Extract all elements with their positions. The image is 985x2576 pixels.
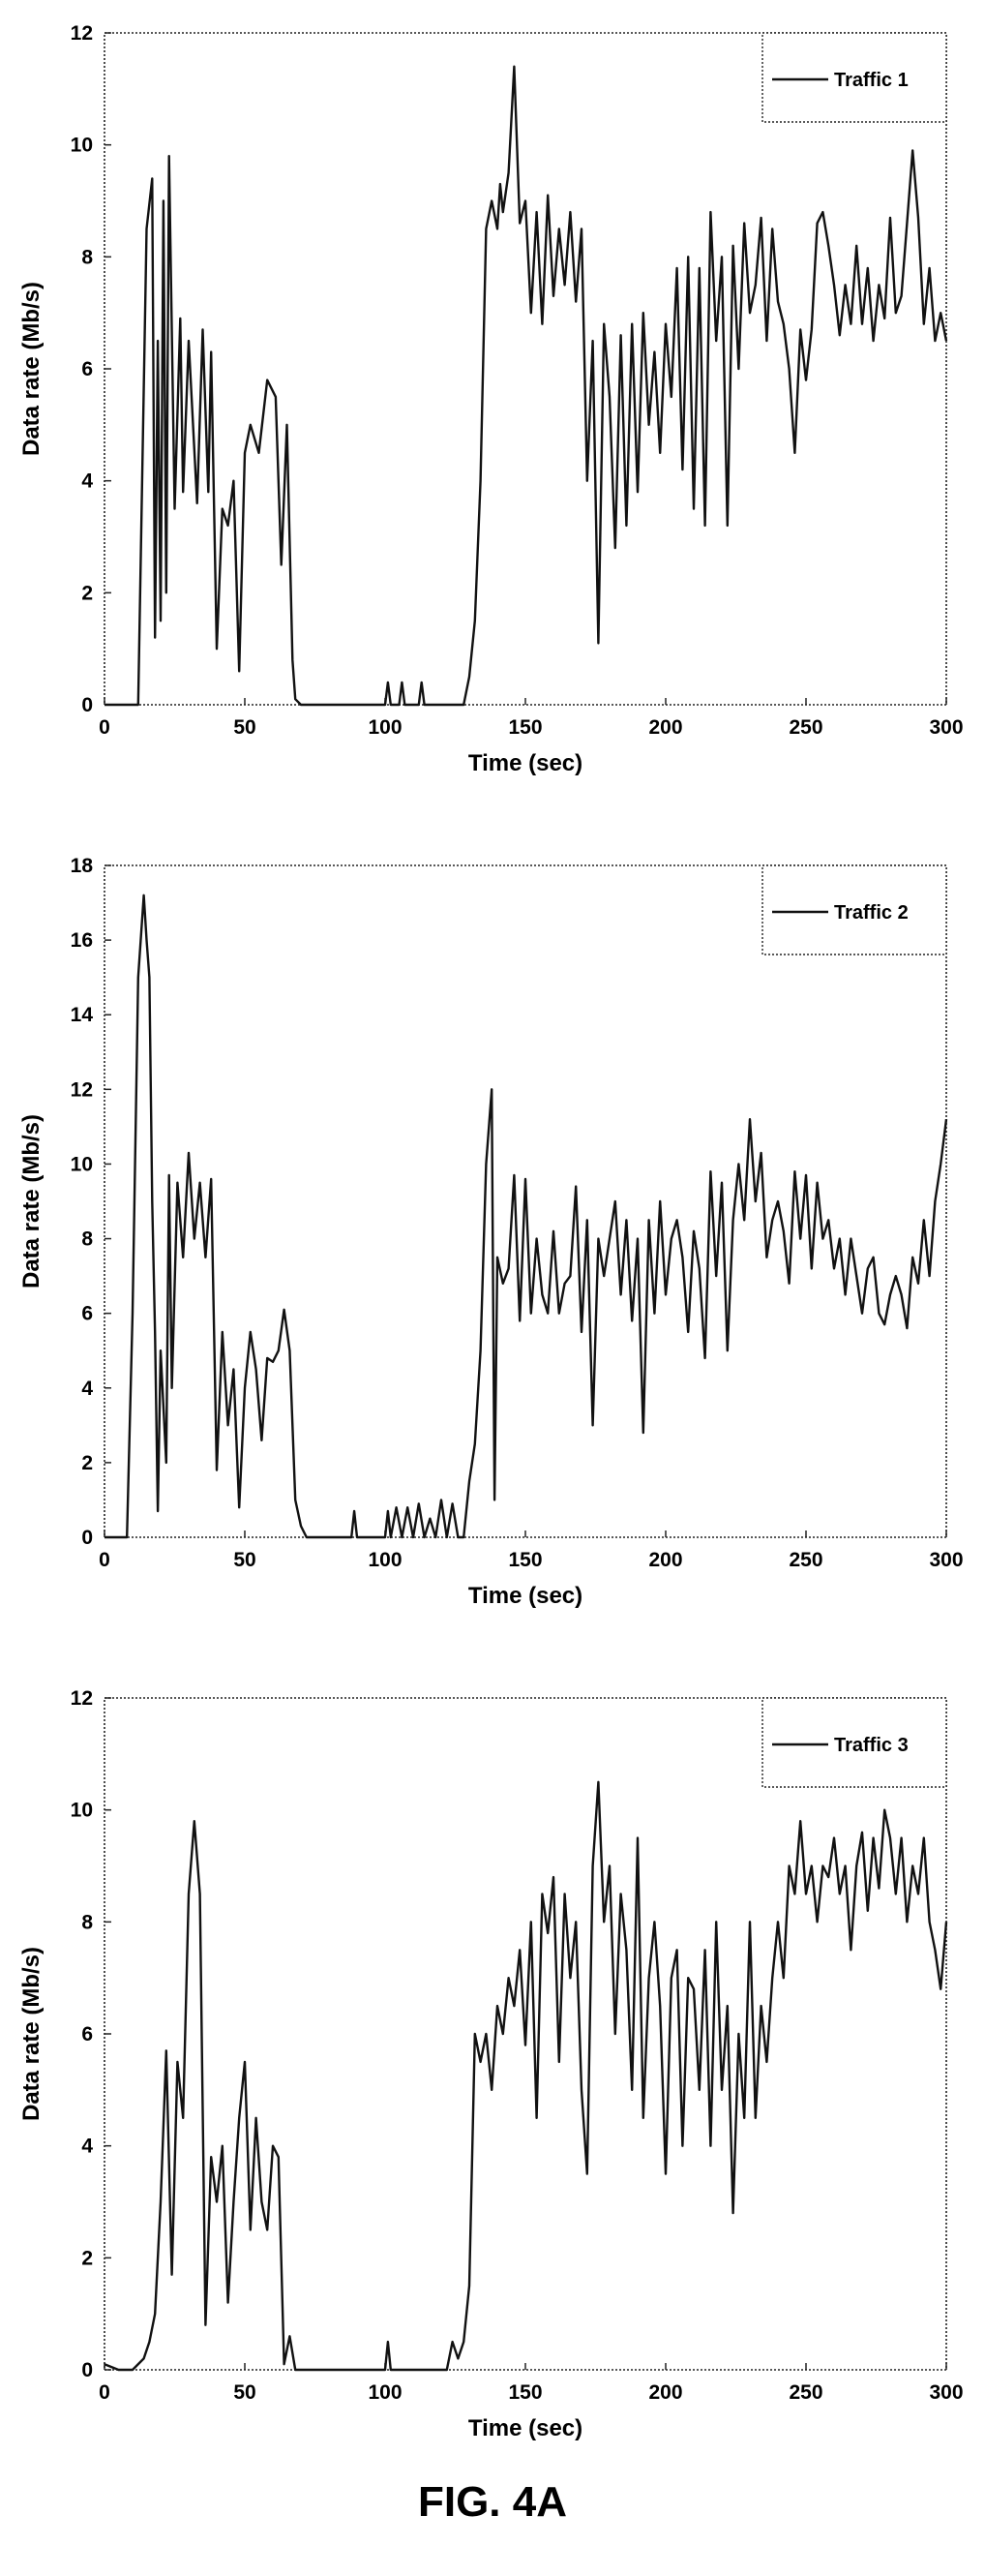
x-tick-label: 100: [368, 1549, 402, 1571]
x-tick-label: 0: [99, 716, 110, 739]
series-line-traffic-2: [104, 894, 948, 1539]
x-axis-label: Time (sec): [468, 1583, 582, 1609]
series-line-traffic-1: [104, 65, 948, 707]
x-tick-label: 300: [929, 2381, 963, 2404]
y-tick-label: 8: [81, 1228, 93, 1251]
x-tick-label: 100: [368, 2381, 402, 2404]
y-axis-label: Data rate (Mb/s): [18, 1947, 45, 2121]
chart-svg: 0 2 4 6 8 10 12 0 50 100 150 200 250 300 Time (sec) Dat…: [18, 22, 964, 776]
legend-box: [761, 1697, 947, 1788]
series-line-traffic-3: [104, 1780, 948, 2372]
y-tick-label: 0: [81, 694, 93, 716]
y-tick-label: 10: [71, 1153, 93, 1175]
x-axis-label: Time (sec): [468, 750, 582, 776]
x-tick-label: 200: [648, 716, 682, 739]
traffic-1-chart: 0 2 4 6 8 10 12 0 50 100 150 200 250 300 Time (sec) Dat…: [0, 0, 985, 833]
y-tick-label: 2: [81, 1452, 93, 1474]
chart-svg: 0 2 4 6 8 10 12 0 50 100 150 200 250 300 Time (sec) Dat…: [18, 1687, 964, 2441]
x-tick-label: 0: [99, 2381, 110, 2404]
legend-label: Traffic 2: [834, 902, 909, 924]
x-tick-label: 300: [929, 1549, 963, 1571]
x-tick-label: 50: [233, 1549, 255, 1571]
y-tick-label: 12: [71, 1687, 93, 1710]
y-tick-label: 10: [71, 1800, 93, 1822]
y-axis-label: Data rate (Mb/s): [18, 1114, 45, 1288]
legend-label: Traffic 3: [834, 1735, 909, 1756]
y-tick-label: 6: [81, 1303, 93, 1325]
legend-label: Traffic 1: [834, 70, 909, 91]
x-tick-label: 250: [789, 2381, 822, 2404]
x-tick-label: 200: [648, 2381, 682, 2404]
y-tick-label: 14: [71, 1004, 94, 1026]
plot-frame: [104, 32, 947, 706]
y-tick-label: 4: [81, 470, 93, 493]
legend-box: [761, 864, 947, 955]
x-tick-label: 150: [508, 2381, 542, 2404]
plot-frame: [104, 864, 947, 1538]
y-tick-label: 6: [81, 2023, 93, 2046]
x-tick-label: 50: [233, 716, 255, 739]
traffic-3-chart: 0 2 4 6 8 10 12 0 50 100 150 200 250 300 Time (sec) Dat…: [0, 1665, 985, 2498]
y-tick-label: 2: [81, 582, 93, 604]
y-tick-label: 18: [71, 855, 94, 877]
traffic-2-chart: 0 2 4 6 8 10 12 14 16 18 0 50 100 150 200 250 300 Time (s…: [0, 833, 985, 1665]
figure-caption: FIG. 4A: [417, 2478, 568, 2526]
x-tick-label: 250: [789, 716, 822, 739]
x-axis-label: Time (sec): [468, 2415, 582, 2441]
y-tick-label: 8: [81, 1911, 93, 1933]
y-tick-label: 12: [71, 22, 93, 45]
y-tick-label: 6: [81, 358, 93, 380]
y-tick-label: 2: [81, 2247, 93, 2269]
x-tick-label: 0: [99, 1549, 110, 1571]
y-tick-label: 12: [71, 1078, 93, 1101]
x-tick-label: 150: [508, 1549, 542, 1571]
x-tick-label: 100: [368, 716, 402, 739]
x-tick-label: 250: [789, 1549, 822, 1571]
x-tick-label: 50: [233, 2381, 255, 2404]
chart-svg: 0 2 4 6 8 10 12 14 16 18 0 50 100 150 200 250 300 Time (s…: [18, 855, 964, 1609]
y-axis-label: Data rate (Mb/s): [18, 282, 45, 456]
y-tick-label: 4: [81, 2136, 93, 2158]
x-tick-label: 300: [929, 716, 963, 739]
x-tick-label: 200: [648, 1549, 682, 1571]
y-tick-label: 10: [71, 135, 93, 157]
y-tick-label: 16: [71, 929, 93, 952]
y-tick-label: 8: [81, 246, 93, 268]
y-tick-label: 0: [81, 2359, 93, 2381]
y-tick-label: 4: [81, 1378, 93, 1400]
legend-box: [761, 32, 947, 123]
x-tick-label: 150: [508, 716, 542, 739]
y-tick-label: 0: [81, 1527, 93, 1549]
